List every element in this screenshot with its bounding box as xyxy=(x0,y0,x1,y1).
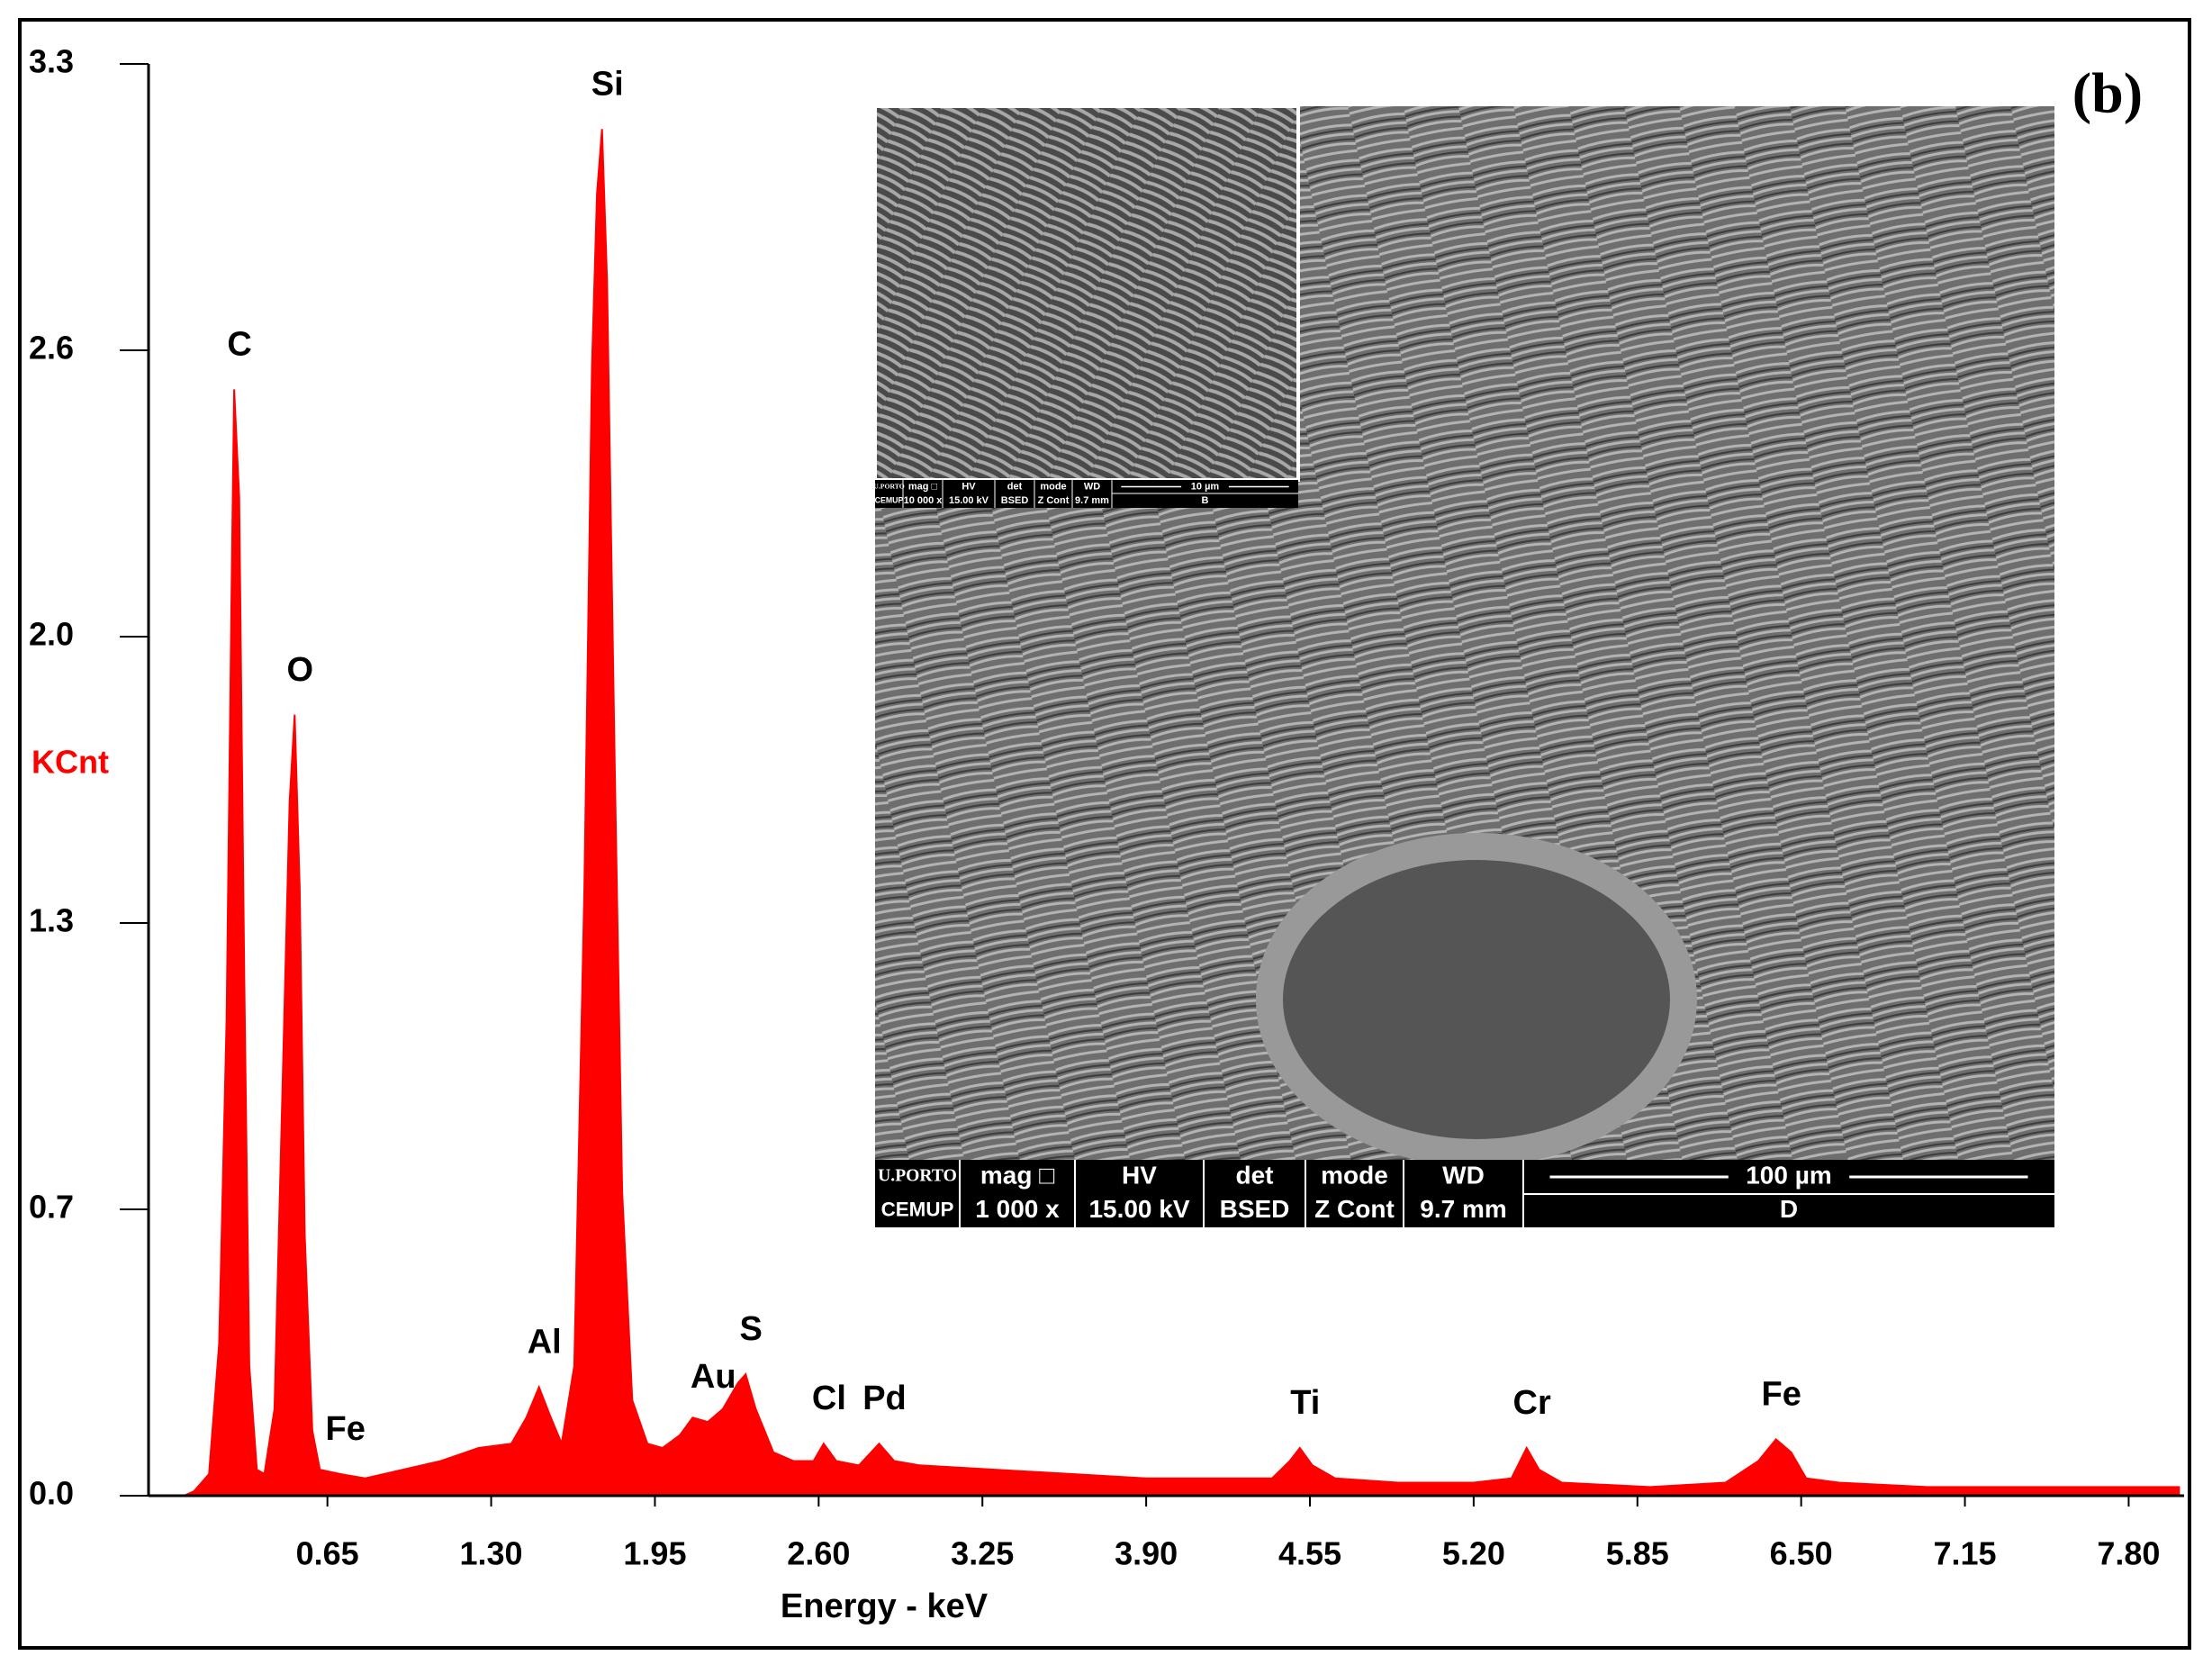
x-tick-label: 3.25 xyxy=(951,1535,1014,1572)
info-header: WD xyxy=(1084,481,1100,492)
peak-label: Cr xyxy=(1513,1384,1551,1422)
x-tick-label: 7.15 xyxy=(1934,1535,1997,1572)
y-tick-label: 2.0 xyxy=(29,616,74,653)
logo: CEMUP xyxy=(881,1198,954,1220)
info-header: mode xyxy=(1040,481,1066,492)
peak-label: Au xyxy=(691,1358,736,1396)
logo: U.PORTO xyxy=(873,482,904,490)
info-header: HV xyxy=(962,481,976,492)
info-value: 1 000 x xyxy=(975,1195,1060,1223)
frame xyxy=(18,18,2191,1650)
scale-bar-label: 10 µm xyxy=(1191,481,1220,492)
scale-text-bg xyxy=(1181,480,1229,493)
info-header: det xyxy=(1007,481,1023,492)
peak-label: Al xyxy=(528,1324,562,1362)
y-tick-label: 3.3 xyxy=(29,43,74,80)
scale-bar-label: 100 µm xyxy=(1746,1161,1832,1189)
spectrum-area xyxy=(183,129,2180,1497)
info-value: 15.00 kV xyxy=(1088,1195,1189,1223)
info-value: BSED xyxy=(1001,495,1029,506)
info-value: Z Cont xyxy=(1038,495,1070,506)
x-tick-label: 3.90 xyxy=(1115,1535,1178,1572)
info-header: mode xyxy=(1321,1161,1388,1189)
info-value: 9.7 mm xyxy=(1075,495,1109,506)
logo: U.PORTO xyxy=(878,1167,957,1186)
x-tick-label: 0.65 xyxy=(296,1535,359,1572)
peak-label: Fe xyxy=(1762,1375,1801,1413)
scale-text-bg xyxy=(1728,1162,1850,1192)
x-tick-label: 5.20 xyxy=(1442,1535,1505,1572)
y-tick-label: 2.6 xyxy=(29,330,74,366)
peak-label: O xyxy=(287,651,314,689)
image-label: B xyxy=(1202,495,1209,506)
image-label: D xyxy=(1780,1195,1798,1223)
info-header: HV xyxy=(1122,1161,1157,1189)
x-tick-label: 6.50 xyxy=(1770,1535,1833,1572)
info-value: BSED xyxy=(1220,1195,1290,1223)
y-axis-label: KCnt xyxy=(32,744,109,781)
x-tick-label: 4.55 xyxy=(1278,1535,1341,1572)
plot: 0.0 0.7 1.3 2.0 2.6 3.3 0.65 1.30 1.95 2.60 3.25 3.… xyxy=(29,43,2184,1572)
y-tick-label: 0.7 xyxy=(29,1189,74,1226)
info-header: WD xyxy=(1442,1161,1485,1189)
info-value: Z Cont xyxy=(1314,1195,1395,1223)
y-tick-label: 1.3 xyxy=(29,902,74,939)
x-tick-label: 7.80 xyxy=(2097,1535,2160,1572)
peak-label: Pd xyxy=(862,1380,907,1417)
x-tick-label: 5.85 xyxy=(1606,1535,1669,1572)
info-value: 9.7 mm xyxy=(1420,1195,1507,1223)
info-value: 15.00 kV xyxy=(949,495,989,506)
x-axis-label: Energy - keV xyxy=(781,1588,989,1625)
peak-label: C xyxy=(227,325,251,363)
logo: CEMUP xyxy=(875,495,904,504)
peak-label: Cl xyxy=(812,1380,846,1417)
peak-label: S xyxy=(740,1310,763,1348)
x-tick-label: 2.60 xyxy=(787,1535,850,1572)
sem-inset xyxy=(873,104,1300,482)
panel-label: (b) xyxy=(2072,61,2143,125)
y-tick-label: 0.0 xyxy=(29,1475,74,1512)
peak-label: Fe xyxy=(325,1410,365,1448)
info-header: mag □ xyxy=(908,481,938,492)
x-tick-label: 1.95 xyxy=(623,1535,686,1572)
x-tick-label: 1.30 xyxy=(460,1535,523,1572)
info-header: det xyxy=(1236,1161,1274,1189)
sem-cavity xyxy=(1256,833,1697,1166)
peak-label: Si xyxy=(591,65,624,103)
info-header: mag □ xyxy=(980,1161,1054,1189)
info-bars: U.PORTO CEMUP mag □ 1 000 x HV 15.00 kV det BSE… xyxy=(873,480,2054,1227)
info-value: 10 000 x xyxy=(904,495,943,506)
micrograph: U.PORTO CEMUP mag □ 1 000 x HV 15.00 kV det BSE… xyxy=(873,104,2054,1227)
peak-label: Ti xyxy=(1290,1384,1320,1422)
